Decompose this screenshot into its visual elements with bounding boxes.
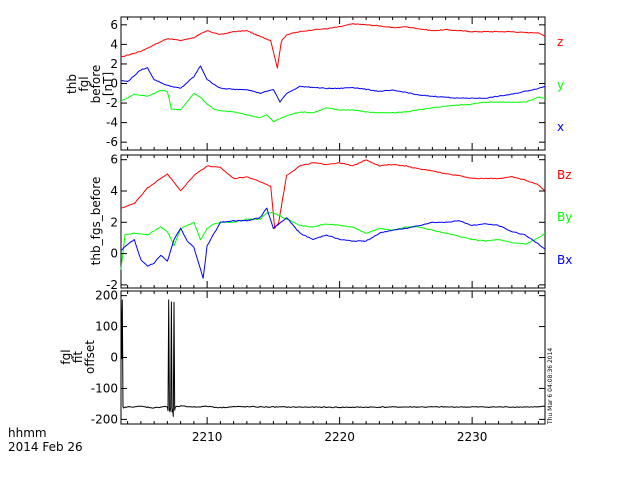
series-bz-line bbox=[120, 159, 546, 229]
panel-fit-offset-ylabel-3: offset bbox=[83, 340, 97, 374]
series-by-line bbox=[120, 212, 546, 270]
y-tick-label: -200 bbox=[91, 412, 118, 426]
legend-y: y bbox=[557, 78, 564, 92]
panel-fit-offset-frame bbox=[120, 290, 546, 425]
x-tick-label-2220: 2220 bbox=[324, 430, 355, 444]
panel-fit-offset: -200 -100 0 100 200 fgl fit offset Thu Mar 6… bbox=[59, 289, 554, 427]
y-tick-label: -2 bbox=[106, 278, 118, 292]
series-x-line bbox=[120, 65, 546, 103]
panel-fit-offset-ylabel-2: fit bbox=[71, 351, 85, 364]
panel-fit-offset-ylabel-1: fgl bbox=[59, 349, 73, 364]
y-tick-label: -2 bbox=[106, 96, 118, 110]
x-axis-label-date: 2014 Feb 26 bbox=[8, 440, 83, 454]
panel-fgl-before-y-ticks: -6 -4 -2 0 2 4 6 bbox=[106, 18, 545, 149]
panel-fit-offset-y-ticks: -200 -100 0 100 200 bbox=[91, 289, 545, 426]
legend-z: z bbox=[557, 35, 563, 49]
y-tick-label: 4 bbox=[110, 37, 118, 51]
legend-bx: Bx bbox=[557, 253, 572, 267]
y-tick-label: 6 bbox=[110, 18, 118, 32]
panel-fgl-before-plot bbox=[120, 23, 546, 123]
panel-fgl-before-ylabel-2: fgl bbox=[77, 76, 91, 91]
panel-fgl-before-frame bbox=[120, 16, 546, 151]
y-tick-label: 6 bbox=[110, 153, 118, 167]
series-offset-line bbox=[120, 299, 546, 417]
panel-fgs-before-frame bbox=[120, 154, 546, 289]
legend-bz: Bz bbox=[557, 168, 572, 182]
panel-fgl-before-ylabel-1: thb bbox=[65, 74, 79, 94]
y-tick-label: 0 bbox=[110, 351, 118, 365]
panel-fgs-before-y-ticks: -2 0 2 4 6 bbox=[106, 153, 545, 292]
y-tick-label: 2 bbox=[110, 57, 118, 71]
panel-fgs-before: -2 0 2 4 6 thb_fgs_before Bz By Bx bbox=[89, 153, 572, 292]
y-tick-label: 100 bbox=[95, 320, 118, 334]
legend-x: x bbox=[557, 120, 564, 134]
x-tick-label-2210: 2210 bbox=[192, 430, 223, 444]
y-tick-label: 0 bbox=[110, 77, 118, 91]
panel-fgl-before-ylabel-3: before bbox=[89, 65, 103, 104]
y-tick-label: -100 bbox=[91, 381, 118, 395]
y-tick-label: 200 bbox=[95, 289, 118, 303]
y-tick-label: 0 bbox=[110, 247, 118, 261]
y-tick-label: 2 bbox=[110, 215, 118, 229]
panel-fit-offset-plot bbox=[120, 299, 546, 417]
panel-fgl-before-ylabel-4: [nT] bbox=[101, 72, 115, 96]
legend-by: By bbox=[557, 210, 572, 224]
series-z-line bbox=[120, 23, 546, 69]
panel-fit-offset-x-ticks bbox=[127, 291, 539, 424]
y-tick-label: 4 bbox=[110, 184, 118, 198]
series-bx-line bbox=[120, 207, 546, 279]
timestamp-stamp: Thu Mar 6 04:08:36 2014 bbox=[547, 348, 554, 425]
panel-fgl-before: -6 -4 -2 0 2 4 6 thb fgl before [nT] z y x bbox=[65, 16, 564, 151]
panel-fgs-before-ylabel: thb_fgs_before bbox=[89, 177, 103, 266]
x-tick-label-2230: 2230 bbox=[457, 430, 488, 444]
panel-fgl-before-x-ticks bbox=[127, 17, 539, 150]
panel-fgs-before-x-ticks bbox=[127, 155, 539, 288]
x-tick-labels: 2210 2220 2230 bbox=[192, 430, 488, 444]
y-tick-label: -4 bbox=[106, 116, 118, 130]
x-axis-label-hhmm: hhmm bbox=[8, 426, 47, 440]
y-tick-label: -6 bbox=[106, 135, 118, 149]
series-y-line bbox=[120, 89, 546, 123]
panel-fgs-before-plot bbox=[120, 159, 546, 279]
